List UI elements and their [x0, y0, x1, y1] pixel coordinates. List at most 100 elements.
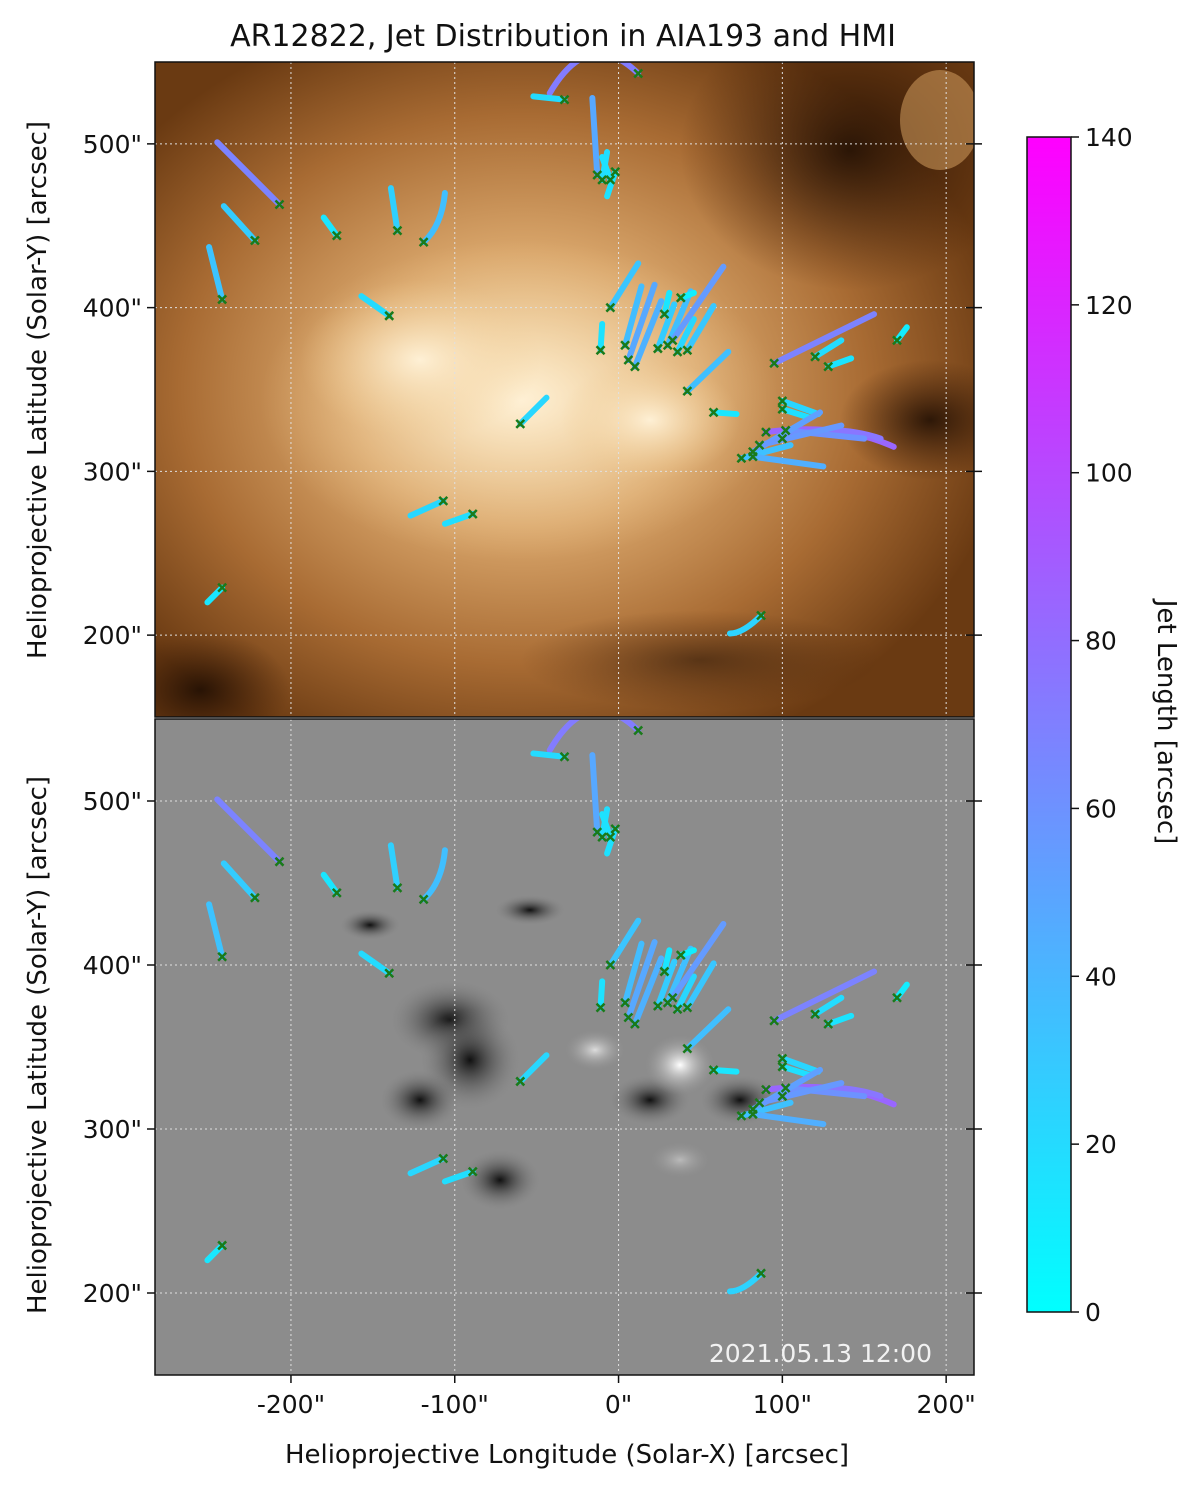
jet-trail: [517, 394, 550, 427]
grid: [155, 719, 974, 1375]
x-axis-label: Helioprojective Longitude (Solar-X) [arc…: [285, 1440, 849, 1470]
y-tick-label: 200": [83, 1279, 142, 1308]
jet-footpoint-marker: [892, 335, 902, 346]
colorbar: 0 20 40 60 80 100 120 140 Jet Length [arcsec]: [1026, 123, 1181, 1327]
jet-footpoint-marker: [597, 175, 608, 185]
colorbar-label: Jet Length [arcsec]: [1151, 598, 1181, 845]
jet-trail: [654, 301, 678, 352]
y-tick-label: 300": [83, 457, 142, 486]
jet-footpoint-marker: [597, 832, 608, 842]
jet-footpoint-marker: [384, 310, 395, 321]
x-tick-label: -200": [257, 1390, 325, 1419]
jet-trail: [530, 93, 568, 103]
jet-footpoint-marker: [823, 361, 834, 372]
jet-footpoint-marker: [659, 309, 670, 320]
jet-footpoint-marker: [777, 1061, 788, 1072]
jet-trail: [669, 263, 727, 344]
jet-footpoint-marker: [515, 1076, 526, 1087]
colorbar-gradient: [1026, 136, 1072, 1313]
y-tick-label: 300": [83, 1115, 142, 1144]
jet-footpoint-marker: [438, 1153, 449, 1164]
jet-footpoint-marker: [761, 1084, 771, 1095]
jet-footpoint-marker: [777, 1091, 788, 1102]
y-axis-label: Helioprojective Latitude (Solar-Y) [arcs…: [23, 776, 53, 1314]
colorbar-tick-label: 80: [1085, 627, 1117, 656]
jet-footpoint-marker: [736, 453, 747, 464]
jet-trail: [684, 1006, 732, 1052]
jet-footpoint-marker: [747, 451, 758, 462]
jet-trail: [684, 960, 717, 1011]
jet-trail: [589, 95, 601, 178]
jet-trail: [607, 917, 642, 968]
jet-trail: [661, 289, 673, 318]
jet-footpoint-marker: [467, 1166, 478, 1177]
hmi-panel: 200" 300" 400" 500" -200" -100" 0" 100" 200" 20…: [83, 718, 982, 1419]
jet-trail: [407, 497, 447, 519]
y-tick-label: 200": [83, 621, 142, 650]
jet-trail: [684, 348, 732, 395]
jet-footpoint-marker: [810, 351, 820, 362]
aia193-image: [155, 62, 974, 717]
jet-footpoint-marker: [595, 1002, 606, 1013]
jet-footpoint-marker: [682, 386, 693, 397]
jet-footpoint-marker: [736, 1110, 747, 1121]
jet-footpoint-marker: [438, 495, 449, 506]
jet-footpoint-marker: [769, 1015, 780, 1026]
jet-footpoint-marker: [667, 335, 678, 346]
jet-trail: [825, 1012, 855, 1028]
colorbar-tick-label: 20: [1085, 1130, 1117, 1159]
jet-footpoint-marker: [675, 950, 686, 961]
jet-trail: [779, 406, 812, 421]
jet-trail: [214, 139, 283, 208]
jet-footpoint-marker: [331, 887, 342, 898]
jet-trail: [779, 1055, 822, 1075]
jet-trail: [530, 750, 568, 760]
jet-trail: [599, 153, 614, 183]
jet-layer: [204, 719, 910, 1295]
jet-trail: [779, 1063, 812, 1078]
jet-trail: [654, 958, 678, 1009]
jet-footpoint-marker: [708, 407, 719, 418]
jet-footpoint-marker: [274, 856, 285, 867]
colorbar-tick-label: 100: [1085, 459, 1133, 488]
jet-trail: [387, 842, 401, 891]
jet-footpoint-marker: [754, 1097, 765, 1108]
colorbar-tick-label: 120: [1085, 291, 1133, 320]
jet-footpoint-marker: [682, 1043, 693, 1054]
jet-footpoint-marker: [630, 361, 640, 372]
jet-layer: [204, 62, 910, 637]
jet-footpoint-marker: [630, 1019, 640, 1029]
colorbar-tick-label: 0: [1085, 1298, 1101, 1327]
jet-footpoint-marker: [652, 343, 663, 354]
jet-trail: [220, 860, 258, 901]
jet-footpoint-marker: [682, 1002, 693, 1013]
jet-footpoint-marker: [605, 175, 616, 185]
jet-footpoint-marker: [559, 94, 570, 105]
jet-trail: [220, 203, 258, 244]
jet-footpoint-marker: [756, 610, 766, 621]
jet-footpoint-marker: [620, 997, 630, 1008]
jet-trail: [407, 1155, 447, 1177]
y-tick-label: 500": [83, 130, 142, 159]
jet-footpoint-marker: [633, 725, 644, 736]
jet-footpoint-marker: [217, 294, 228, 305]
colorbar-tick-label: 140: [1085, 123, 1133, 152]
jet-trail: [625, 939, 658, 1021]
jet-trail: [441, 510, 476, 527]
plot-frame: [154, 718, 975, 1376]
jet-trail: [749, 453, 827, 470]
jet-footpoint-marker: [672, 1004, 683, 1015]
y-tick-label: 400": [83, 951, 142, 980]
jet-footpoint-marker: [667, 992, 678, 1003]
jet-footpoint-marker: [823, 1019, 834, 1029]
jet-trail: [546, 62, 642, 97]
jet-footpoint-marker: [756, 1268, 766, 1279]
jet-trail: [782, 427, 868, 442]
jet-footpoint-marker: [392, 883, 403, 893]
jet-trail: [517, 1052, 550, 1085]
jet-footpoint-marker: [769, 358, 780, 369]
jet-footpoint-marker: [747, 1109, 758, 1120]
jet-trail: [825, 355, 855, 370]
jet-footpoint-marker: [384, 968, 395, 979]
